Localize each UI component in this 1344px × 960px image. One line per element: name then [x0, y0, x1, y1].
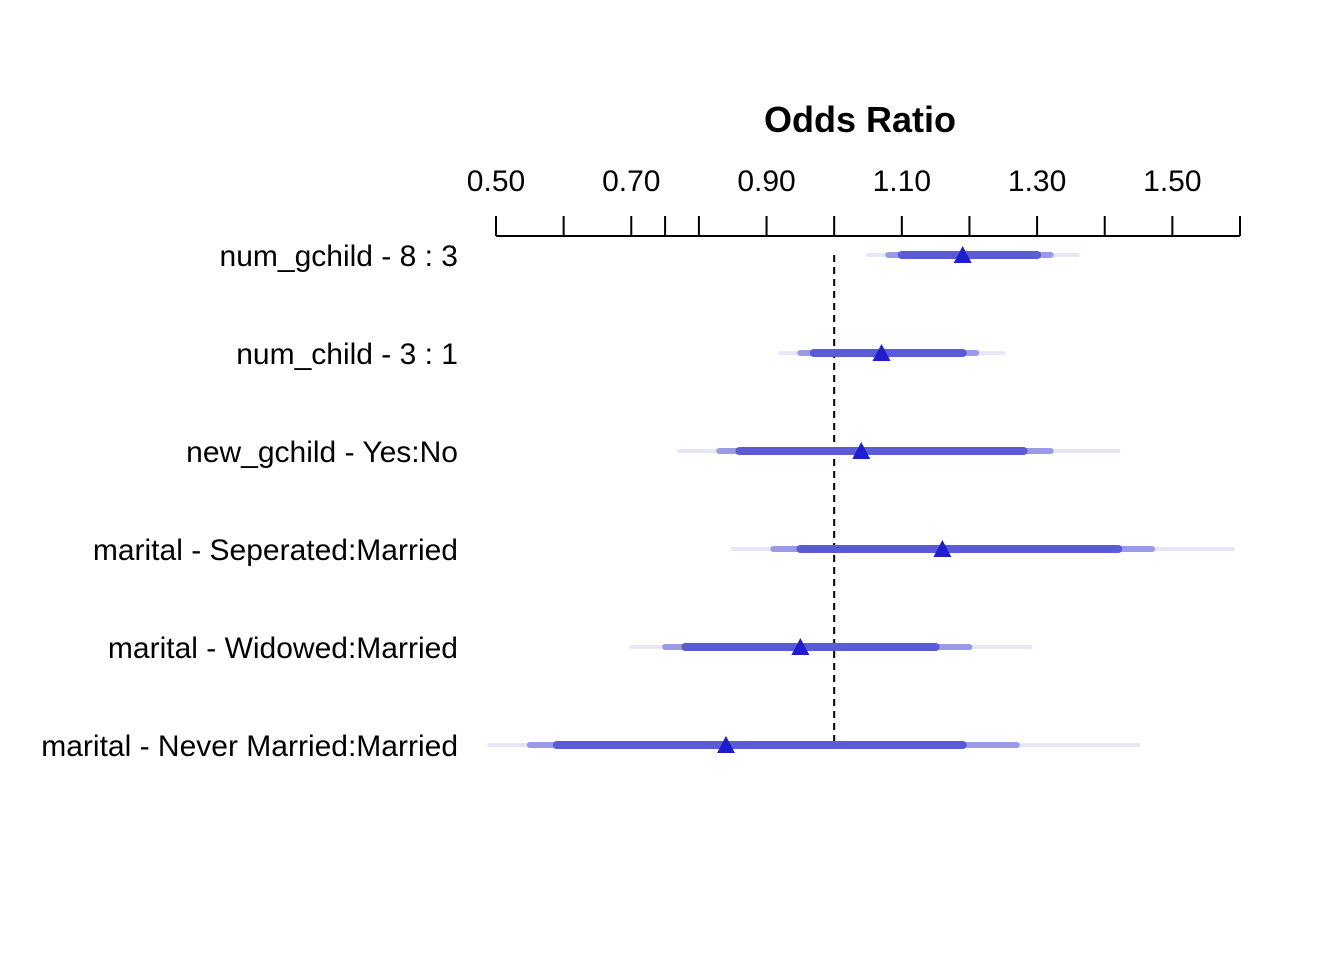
rows-group: num_gchild - 8 : 3 num_child - 3 : 1 new_g…	[41, 240, 1236, 763]
estimate-marker	[791, 638, 810, 655]
x-axis: 0.50 0.70 0.90 1.10 1.30 1.50	[467, 165, 1241, 237]
estimate-marker	[933, 540, 952, 557]
chart-title: Odds Ratio	[764, 99, 956, 140]
estimate-marker	[872, 344, 891, 361]
forest-row: marital - Never Married:Married	[41, 730, 1141, 763]
forest-row: num_gchild - 8 : 3	[220, 240, 1080, 273]
x-tick-label: 0.50	[467, 165, 525, 198]
estimate-marker	[716, 736, 735, 753]
estimate-marker	[953, 246, 972, 263]
row-label: marital - Never Married:Married	[41, 730, 458, 763]
x-tick-label: 0.70	[602, 165, 660, 198]
row-label: new_gchild - Yes:No	[186, 436, 458, 469]
x-tick-label: 1.50	[1143, 165, 1201, 198]
x-tick-label: 1.30	[1008, 165, 1066, 198]
x-tick-label: 0.90	[737, 165, 795, 198]
x-tick-label: 1.10	[873, 165, 931, 198]
row-label: marital - Seperated:Married	[93, 534, 458, 567]
row-label: num_child - 3 : 1	[236, 338, 458, 371]
row-label: num_gchild - 8 : 3	[220, 240, 458, 273]
forest-row: num_child - 3 : 1	[236, 338, 1006, 371]
forest-row: marital - Widowed:Married	[108, 632, 1033, 665]
forest-row: marital - Seperated:Married	[93, 534, 1236, 567]
row-label: marital - Widowed:Married	[108, 632, 458, 665]
estimate-marker	[852, 442, 871, 459]
forest-row: new_gchild - Yes:No	[186, 436, 1121, 469]
